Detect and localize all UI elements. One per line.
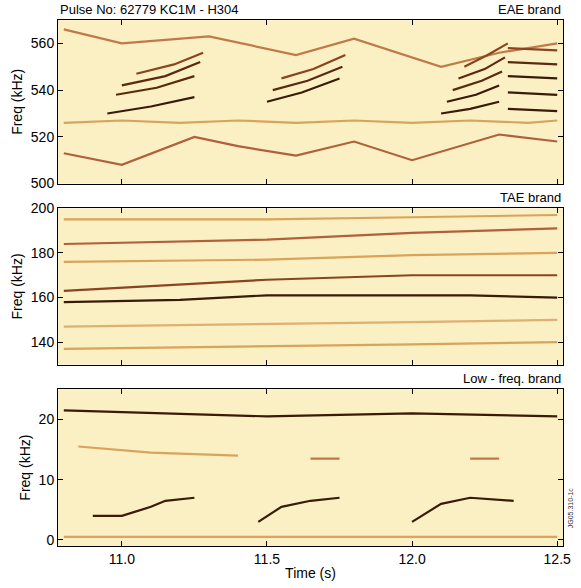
svg-text:180: 180 [31,245,55,261]
svg-text:160: 160 [31,289,55,305]
svg-text:10: 10 [39,472,55,488]
svg-text:Freq (kHz): Freq (kHz) [9,253,25,319]
svg-text:12.0: 12.0 [398,551,425,567]
svg-text:11.0: 11.0 [109,551,135,567]
svg-text:Pulse No: 62779 KC1M - H304: Pulse No: 62779 KC1M - H304 [60,2,238,17]
svg-text:500: 500 [31,175,55,191]
svg-text:Time (s): Time (s) [285,565,336,581]
svg-text:0: 0 [46,532,54,548]
svg-text:540: 540 [31,82,55,98]
svg-text:Low - freq. brand: Low - freq. brand [463,371,561,386]
svg-text:12.5: 12.5 [544,551,571,567]
svg-text:20: 20 [39,411,55,427]
svg-text:Freq (kHz): Freq (kHz) [17,435,33,501]
svg-text:EAE brand: EAE brand [498,2,561,17]
svg-text:Freq (kHz): Freq (kHz) [9,69,25,135]
svg-text:520: 520 [31,129,55,145]
svg-text:TAE brand: TAE brand [500,190,561,205]
svg-text:140: 140 [31,334,55,350]
svg-text:200: 200 [31,200,55,216]
svg-text:11.5: 11.5 [254,551,280,567]
svg-text:560: 560 [31,35,55,51]
svg-text:JG05.310-1c: JG05.310-1c [567,488,574,529]
